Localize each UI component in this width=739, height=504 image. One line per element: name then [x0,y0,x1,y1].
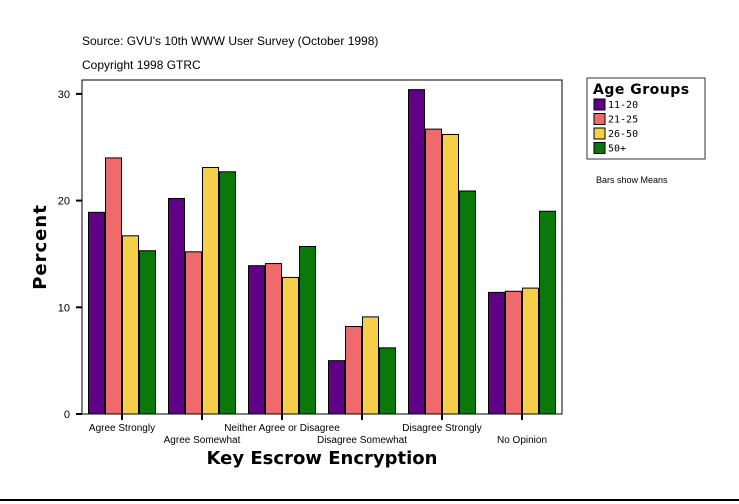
legend-swatch-26-50 [593,127,606,140]
bar-21-25-5 [505,290,522,415]
bar-50+-5 [539,210,556,415]
x-axis-label: Key Escrow Encryption [207,448,438,469]
x-tick-label: Agree Somewhat [164,435,241,446]
bar-21-25-0 [105,157,122,415]
legend-box [586,77,706,160]
y-axis: 0 10 20 30 [58,89,82,421]
bar-50+-3 [379,347,396,415]
x-tick-label: Neither Agree or Disagree [224,423,340,434]
bar-11-20-1 [168,197,185,415]
bar-11-20-0 [88,211,105,415]
chart-note: Bars show Means [596,175,668,185]
bar-26-50-5 [522,287,539,415]
bar-11-20-4 [408,89,425,415]
legend-label: 21-25 [608,115,638,126]
legend-label: 50+ [608,144,626,155]
bar-11-20-2 [248,265,265,415]
legend-swatch-50+ [593,142,606,154]
chart-subtitle: Copyright 1998 GTRC [82,58,201,72]
bar-21-25-1 [185,251,202,415]
bar-26-50-3 [362,316,379,415]
bar-26-50-4 [442,133,459,415]
legend-title: Age Groups [593,82,690,98]
legend-label: 26-50 [608,129,638,140]
bars [88,89,556,415]
y-tick-label: 20 [58,196,70,208]
bar-26-50-0 [122,235,139,415]
bar-21-25-2 [265,263,282,415]
x-tick-label: Disagree Somewhat [317,435,407,446]
bar-11-20-3 [328,360,345,415]
y-tick-label: 30 [58,89,70,101]
legend-label: 11-20 [608,100,638,111]
legend: Age Groups 11-20 21-25 26-50 50+ [586,77,706,160]
bar-50+-2 [299,245,316,415]
bar-26-50-1 [202,167,219,415]
legend-swatch-11-20 [593,98,606,111]
chart-title: Source: GVU's 10th WWW User Survey (Octo… [82,34,378,48]
y-tick-label: 10 [58,302,70,314]
y-axis-label: Percent [30,204,51,290]
bar-50+-4 [459,190,476,415]
bar-21-25-4 [425,128,442,415]
plot-area [81,79,563,415]
y-tick-label: 0 [64,409,70,421]
x-tick-label: No Opinion [497,435,547,446]
bar-50+-0 [139,250,156,415]
x-tick-label: Agree Strongly [89,423,155,434]
x-tick-label: Disagree Strongly [402,423,481,434]
bar-21-25-3 [345,326,362,415]
bar-26-50-2 [282,276,299,415]
bar-11-20-5 [488,291,505,415]
legend-swatch-21-25 [593,113,606,125]
bar-50+-1 [219,171,236,415]
